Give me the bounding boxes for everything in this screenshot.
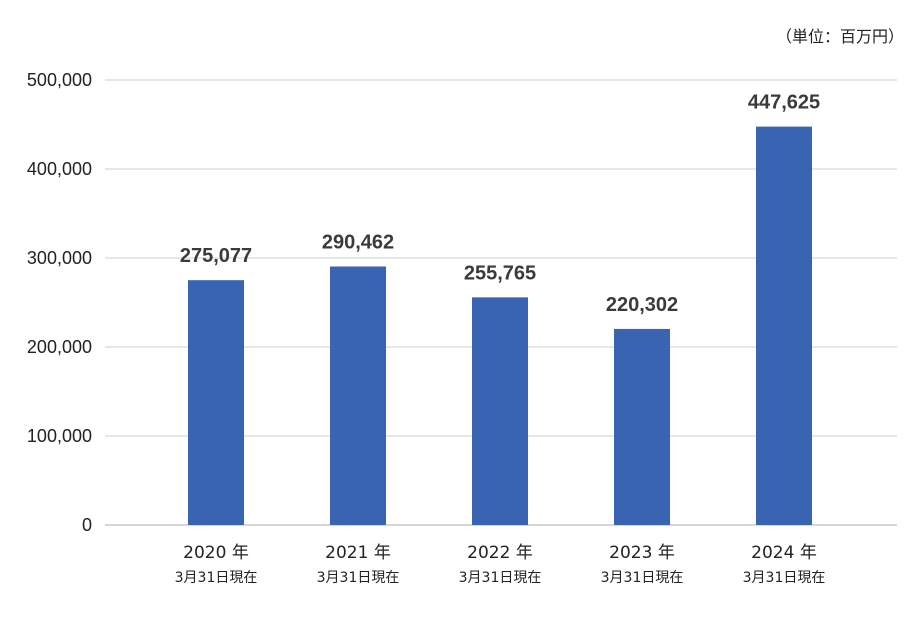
x-tick-date-label: 3月31日現在 (601, 570, 684, 586)
x-tick-year-label: 2020 年 (183, 543, 249, 563)
data-label: 275,077 (180, 245, 252, 267)
bar (188, 280, 244, 525)
bar (756, 126, 812, 526)
x-tick-year-label: 2021 年 (325, 543, 391, 563)
data-label: 255,765 (464, 262, 536, 284)
bar (614, 328, 670, 525)
bar (330, 266, 386, 525)
unit-label: （単位：百万円） (776, 27, 904, 46)
data-label: 290,462 (322, 231, 394, 253)
x-tick-date-label: 3月31日現在 (743, 570, 826, 586)
bars (188, 126, 812, 526)
x-tick-year-label: 2024 年 (751, 543, 817, 563)
bar (472, 297, 528, 525)
y-tick-label: 200,000 (27, 337, 92, 357)
x-tick-date-label: 3月31日現在 (317, 570, 400, 586)
x-tick-year-label: 2022 年 (467, 543, 533, 563)
x-axis-ticks: 2020 年 3月31日現在 2021 年 3月31日現在 2022 年 3月31日現在 2… (175, 543, 826, 586)
data-label: 447,625 (748, 92, 820, 114)
x-tick-year-label: 2023 年 (609, 543, 675, 563)
y-tick-label: 300,000 (27, 248, 92, 268)
data-labels: 275,077 290,462 255,765 220,302 447,625 (180, 92, 820, 316)
y-tick-label: 100,000 (27, 426, 92, 446)
data-label: 220,302 (606, 294, 678, 316)
y-tick-label: 400,000 (27, 159, 92, 179)
y-axis-ticks: 0 100,000 200,000 300,000 400,000 500,000 (27, 70, 92, 535)
x-tick-date-label: 3月31日現在 (175, 570, 258, 586)
y-tick-label: 0 (82, 515, 92, 535)
x-tick-date-label: 3月31日現在 (459, 570, 542, 586)
y-tick-label: 500,000 (27, 70, 92, 90)
